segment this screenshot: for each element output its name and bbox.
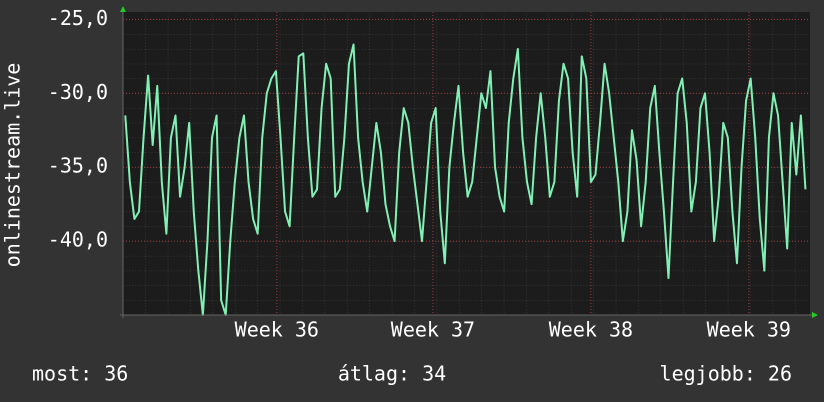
x-tick-label: Week 39 [707,318,791,342]
y-tick-label: -25,0 [48,6,108,30]
x-tick-label: Week 36 [235,318,319,342]
x-tick-label: Week 38 [549,318,633,342]
y-axis-label: onlinestream.live [1,63,25,268]
stat-best: legjobb: 26 [660,362,792,386]
stat-current: most: 36 [32,362,128,386]
y-tick-label: -40,0 [48,228,108,252]
data-line [124,43,807,316]
y-tick-label: -35,0 [48,154,108,178]
x-axis-arrow [812,312,818,318]
y-tick-label: -30,0 [48,80,108,104]
x-tick-label: Week 37 [391,318,475,342]
minor-grid [123,12,810,315]
stat-average: átlag: 34 [338,362,446,386]
y-axis-arrow [120,6,126,12]
